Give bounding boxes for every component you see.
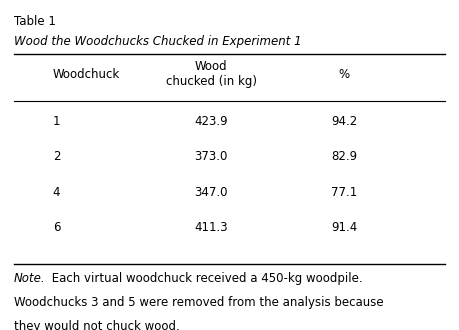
Text: 2: 2	[53, 150, 60, 163]
Text: 82.9: 82.9	[331, 150, 357, 163]
Text: Woodchucks 3 and 5 were removed from the analysis because: Woodchucks 3 and 5 were removed from the…	[14, 296, 383, 309]
Text: %: %	[339, 68, 350, 81]
Text: 373.0: 373.0	[195, 150, 228, 163]
Text: 6: 6	[53, 221, 60, 234]
Text: 1: 1	[53, 115, 60, 128]
Text: 91.4: 91.4	[331, 221, 358, 234]
Text: Woodchuck: Woodchuck	[53, 68, 120, 81]
Text: 4: 4	[53, 185, 60, 199]
Text: Note.: Note.	[14, 272, 45, 285]
Text: Wood the Woodchucks Chucked in Experiment 1: Wood the Woodchucks Chucked in Experimen…	[14, 35, 302, 48]
Text: they would not chuck wood.: they would not chuck wood.	[14, 320, 179, 330]
Text: 77.1: 77.1	[331, 185, 358, 199]
Text: 423.9: 423.9	[194, 115, 228, 128]
Text: Table 1: Table 1	[14, 15, 56, 28]
Text: 411.3: 411.3	[194, 221, 228, 234]
Text: 94.2: 94.2	[331, 115, 358, 128]
Text: Wood
chucked (in kg): Wood chucked (in kg)	[166, 60, 257, 88]
Text: 347.0: 347.0	[195, 185, 228, 199]
Text: Each virtual woodchuck received a 450-kg woodpile.: Each virtual woodchuck received a 450-kg…	[48, 272, 363, 285]
